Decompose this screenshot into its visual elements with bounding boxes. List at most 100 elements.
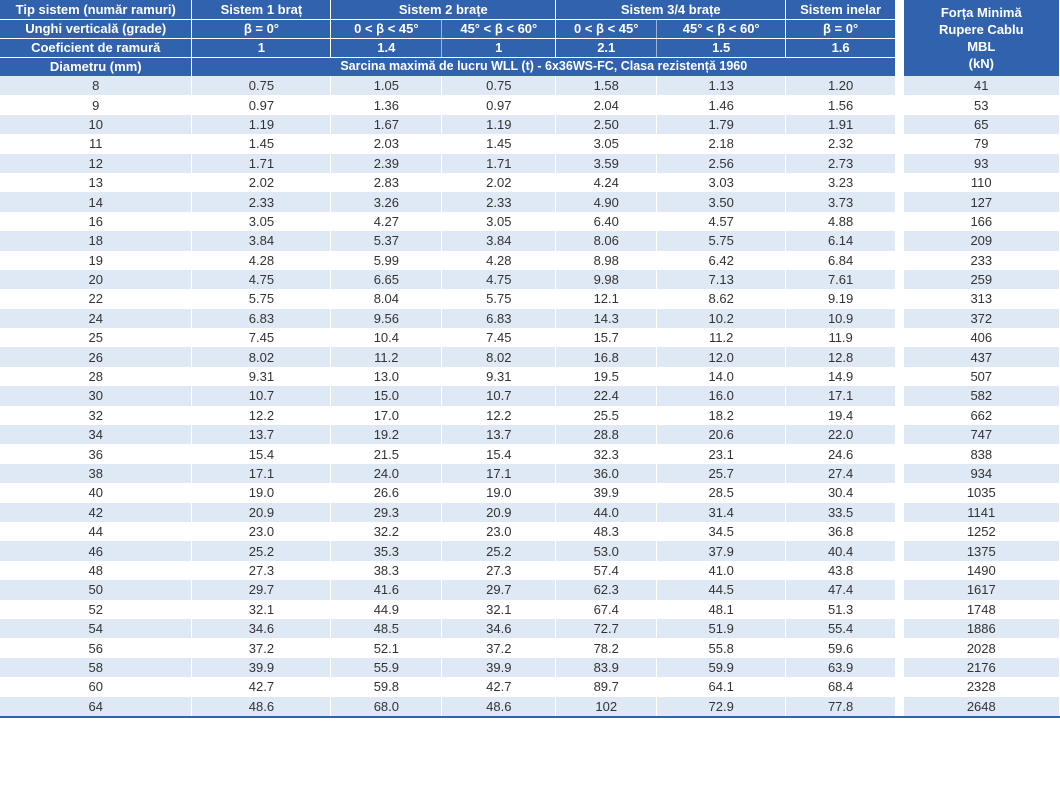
cell-wll-34-arm-a: 14.3 [555, 308, 658, 329]
cell-wll-2-arm-a: 32.2 [330, 521, 443, 542]
header-coef-34a: 2.1 [555, 38, 658, 58]
column-gap [895, 580, 904, 600]
cell-wll-34-arm-a: 57.4 [555, 560, 658, 581]
cell-mbl: 1035 [903, 483, 1060, 503]
header-system-type: Tip sistem (număr ramuri) [0, 0, 193, 20]
table-row: 52 32.1 44.9 32.1 67.4 48.1 51.3 1748 [0, 599, 1060, 619]
cell-wll-ring: 6.14 [785, 231, 897, 251]
cell-diameter: 60 [0, 677, 193, 697]
column-gap [895, 463, 904, 484]
table-row: 12 1.71 2.39 1.71 3.59 2.56 2.73 93 [0, 153, 1060, 173]
cell-wll-34-arm-a: 3.59 [555, 153, 658, 173]
cell-wll-34-arm-b: 12.0 [656, 347, 787, 367]
cell-wll-1-arm: 6.83 [191, 308, 332, 329]
cell-wll-ring: 24.6 [785, 444, 897, 464]
table-row: 9 0.97 1.36 0.97 2.04 1.46 1.56 53 [0, 95, 1060, 115]
cell-mbl: 662 [903, 405, 1060, 426]
cell-wll-2-arm-b: 13.7 [441, 425, 557, 445]
cell-diameter: 32 [0, 405, 193, 426]
cell-wll-ring: 47.4 [785, 580, 897, 600]
cell-wll-ring: 9.19 [785, 289, 897, 309]
header-coef-1: 1 [191, 38, 332, 58]
cell-diameter: 13 [0, 172, 193, 193]
cell-wll-ring: 30.4 [785, 483, 897, 503]
cell-wll-2-arm-a: 9.56 [330, 308, 443, 329]
cell-wll-2-arm-a: 6.65 [330, 269, 443, 290]
cell-wll-1-arm: 3.05 [191, 211, 332, 232]
cell-mbl: 507 [903, 366, 1060, 387]
table-row: 30 10.7 15.0 10.7 22.4 16.0 17.1 582 [0, 386, 1060, 406]
cell-wll-34-arm-a: 44.0 [555, 502, 658, 522]
cell-wll-ring: 1.56 [785, 95, 897, 115]
cell-wll-34-arm-b: 10.2 [656, 308, 787, 329]
cell-wll-2-arm-b: 12.2 [441, 405, 557, 426]
cell-mbl: 747 [903, 425, 1060, 445]
cell-wll-34-arm-b: 23.1 [656, 444, 787, 464]
cell-wll-34-arm-b: 7.13 [656, 269, 787, 290]
cell-wll-34-arm-b: 25.7 [656, 463, 787, 484]
cell-wll-2-arm-a: 21.5 [330, 444, 443, 464]
cell-wll-2-arm-b: 20.9 [441, 502, 557, 522]
cell-wll-1-arm: 37.2 [191, 638, 332, 658]
cell-wll-2-arm-b: 39.9 [441, 657, 557, 678]
column-gap [895, 308, 904, 329]
cell-diameter: 10 [0, 114, 193, 135]
cell-diameter: 58 [0, 657, 193, 678]
cell-wll-1-arm: 42.7 [191, 677, 332, 697]
cell-wll-ring: 55.4 [785, 618, 897, 639]
cell-wll-34-arm-b: 44.5 [656, 580, 787, 600]
cell-wll-ring: 1.20 [785, 76, 897, 96]
cell-wll-34-arm-a: 78.2 [555, 638, 658, 658]
table-row: 64 48.6 68.0 48.6 102 72.9 77.8 2648 [0, 696, 1060, 718]
cell-diameter: 42 [0, 502, 193, 522]
cell-wll-34-arm-b: 5.75 [656, 231, 787, 251]
column-gap [895, 289, 904, 309]
header-mbl-line2: Rupere Cablu [939, 22, 1024, 37]
column-gap [895, 483, 904, 503]
table-row: 38 17.1 24.0 17.1 36.0 25.7 27.4 934 [0, 463, 1060, 484]
cell-wll-ring: 3.73 [785, 192, 897, 212]
table-row: 46 25.2 35.3 25.2 53.0 37.9 40.4 1375 [0, 541, 1060, 561]
cell-wll-2-arm-b: 8.02 [441, 347, 557, 367]
cell-wll-2-arm-b: 1.19 [441, 114, 557, 135]
cell-wll-ring: 33.5 [785, 502, 897, 522]
cell-wll-2-arm-a: 8.04 [330, 289, 443, 309]
cell-wll-34-arm-b: 64.1 [656, 677, 787, 697]
cell-wll-2-arm-a: 13.0 [330, 366, 443, 387]
cell-wll-1-arm: 19.0 [191, 483, 332, 503]
cell-wll-1-arm: 20.9 [191, 502, 332, 522]
cell-mbl: 1490 [903, 560, 1060, 581]
cell-diameter: 24 [0, 308, 193, 329]
cell-wll-2-arm-a: 41.6 [330, 580, 443, 600]
cell-wll-2-arm-b: 4.75 [441, 269, 557, 290]
cell-wll-2-arm-a: 2.39 [330, 153, 443, 173]
cell-wll-2-arm-b: 5.75 [441, 289, 557, 309]
header-angle-2a: 0 < β < 45° [330, 19, 443, 39]
cell-wll-34-arm-a: 1.58 [555, 76, 658, 96]
cell-wll-ring: 7.61 [785, 269, 897, 290]
cell-mbl: 2028 [903, 638, 1060, 658]
cell-wll-34-arm-b: 4.57 [656, 211, 787, 232]
table-row: 28 9.31 13.0 9.31 19.5 14.0 14.9 507 [0, 366, 1060, 387]
header-angle-label: Unghi verticală (grade) [0, 19, 193, 39]
cell-wll-2-arm-a: 11.2 [330, 347, 443, 367]
column-gap [895, 347, 904, 367]
table-body: 8 0.75 1.05 0.75 1.58 1.13 1.20 41 9 0.97 1.36 0.97… [0, 76, 1060, 718]
cell-diameter: 44 [0, 521, 193, 542]
header-angle-2b: 45° < β < 60° [441, 19, 557, 39]
cell-wll-2-arm-b: 2.33 [441, 192, 557, 212]
cell-wll-34-arm-a: 32.3 [555, 444, 658, 464]
table-row: 19 4.28 5.99 4.28 8.98 6.42 6.84 233 [0, 250, 1060, 270]
cell-mbl: 2328 [903, 677, 1060, 697]
cell-wll-ring: 2.73 [785, 153, 897, 173]
cell-wll-34-arm-a: 28.8 [555, 425, 658, 445]
column-gap [895, 618, 904, 639]
cell-wll-2-arm-a: 26.6 [330, 483, 443, 503]
cell-wll-2-arm-a: 52.1 [330, 638, 443, 658]
cell-wll-2-arm-a: 2.83 [330, 172, 443, 193]
cell-wll-ring: 10.9 [785, 308, 897, 329]
cell-wll-2-arm-a: 55.9 [330, 657, 443, 678]
column-gap [895, 366, 904, 387]
cell-wll-34-arm-b: 1.79 [656, 114, 787, 135]
cell-diameter: 22 [0, 289, 193, 309]
